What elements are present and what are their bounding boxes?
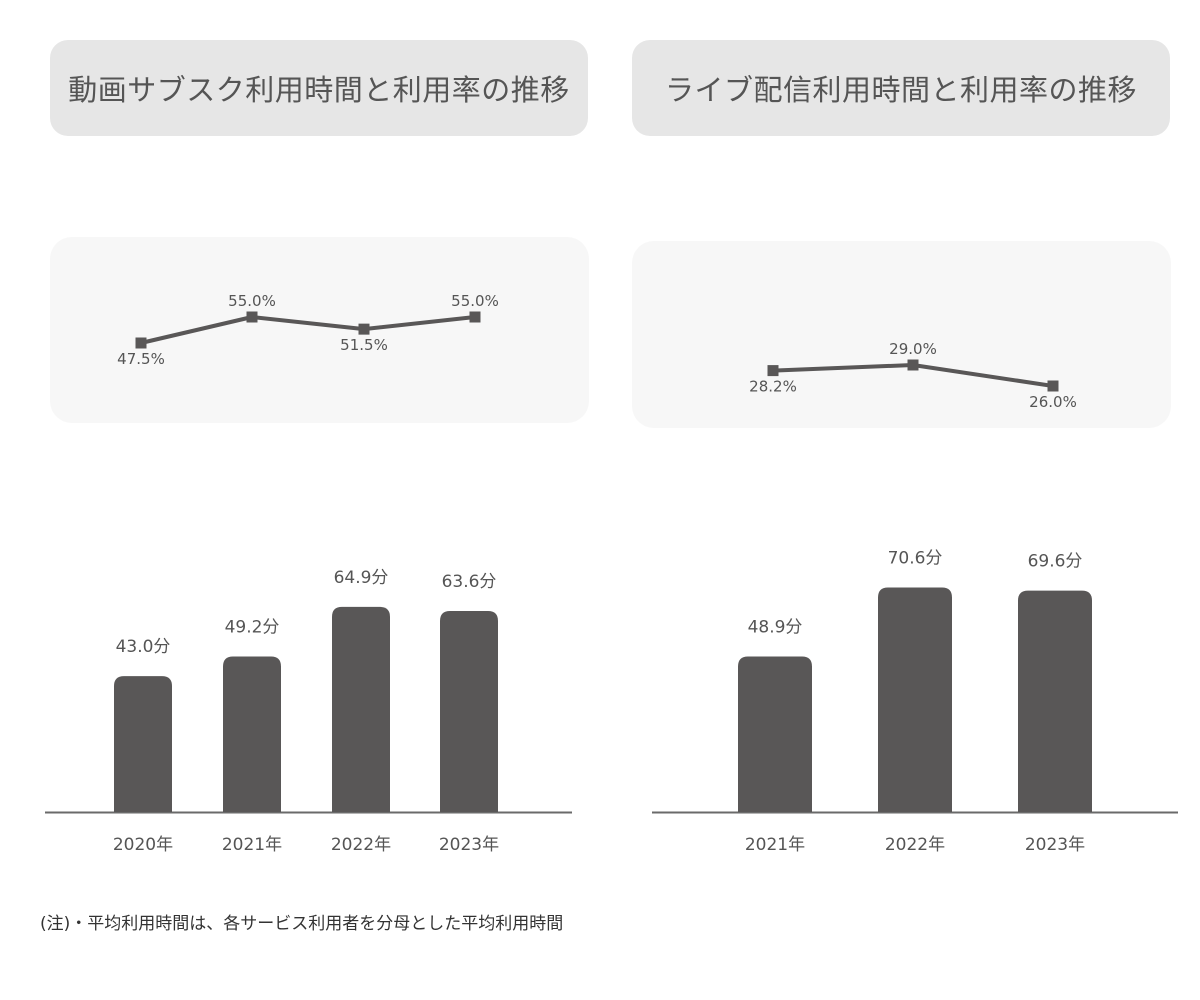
left-bar-category-1: 2021年 (222, 835, 282, 855)
right-bar-0 (738, 656, 812, 812)
left-bar-0 (114, 676, 172, 812)
left-line-point-0 (135, 337, 147, 349)
left-bar-label-1: 49.2分 (225, 618, 280, 638)
left-line-label-1: 55.0% (228, 292, 276, 310)
left-line-label-2: 51.5% (340, 336, 388, 354)
left-bar-category-0: 2020年 (113, 835, 173, 855)
left-bar-label-2: 64.9分 (334, 568, 389, 588)
footnote: (注)・平均利用時間は、各サービス利用者を分母とした平均利用時間 (40, 914, 564, 934)
right-line-point-2 (1047, 380, 1059, 392)
left-line-label-0: 47.5% (117, 350, 165, 368)
left-chart-title: 動画サブスク利用時間と利用率の推移 (50, 40, 588, 136)
left-bar-3 (440, 611, 498, 812)
left-bar-label-3: 63.6分 (442, 572, 497, 592)
right-bar-category-1: 2022年 (885, 835, 945, 855)
right-bar-label-2: 69.6分 (1028, 552, 1083, 572)
right-line-label-1: 29.0% (889, 340, 937, 358)
right-line-point-1 (907, 359, 919, 371)
left-line-series (140, 315, 476, 345)
right-line-label-2: 26.0% (1029, 393, 1077, 411)
left-bar-category-3: 2023年 (439, 835, 499, 855)
left-line-point-2 (358, 323, 370, 335)
left-bar-2 (332, 606, 390, 812)
right-bar-category-2: 2023年 (1025, 835, 1085, 855)
right-bar-1 (878, 587, 952, 812)
right-bar-label-0: 48.9分 (748, 617, 803, 637)
left-bar-label-0: 43.0分 (116, 637, 171, 657)
left-line-point-1 (246, 311, 258, 323)
right-bar-2 (1018, 590, 1092, 812)
right-line-label-0: 28.2% (749, 378, 797, 396)
right-bar-category-0: 2021年 (745, 835, 805, 855)
left-bar-1 (223, 656, 281, 812)
right-line-point-0 (767, 365, 779, 377)
left-line-chart-panel (50, 237, 589, 423)
left-line-point-3 (469, 311, 481, 323)
left-bar-category-2: 2022年 (331, 835, 391, 855)
right-chart-title: ライブ配信利用時間と利用率の推移 (632, 40, 1170, 136)
right-bar-label-1: 70.6分 (888, 548, 943, 568)
right-line-chart-panel (632, 241, 1171, 428)
left-line-label-3: 55.0% (451, 292, 499, 310)
